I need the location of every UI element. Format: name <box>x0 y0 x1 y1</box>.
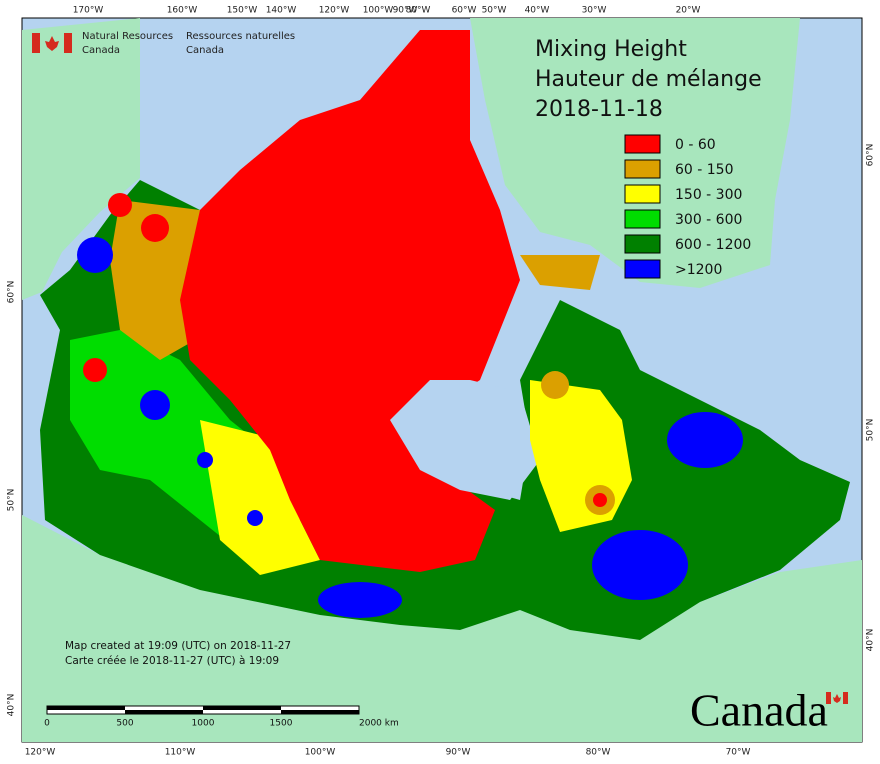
graticule-label: 50°W <box>482 6 507 16</box>
scale-bar <box>46 705 360 715</box>
graticule-label: 110°W <box>165 748 196 758</box>
legend-label: 60 - 150 <box>675 162 734 178</box>
graticule-label: 90°W <box>446 748 471 758</box>
graticule-label: 40°N <box>7 694 17 717</box>
graticule-label: 160°W <box>167 6 198 16</box>
scale-label: 1500 <box>270 719 293 729</box>
scale-label: 1000 <box>192 719 215 729</box>
basemap <box>22 18 862 742</box>
graticule-label: 40°W <box>525 6 550 16</box>
legend-label: 300 - 600 <box>675 212 742 228</box>
legend-swatch <box>624 159 661 179</box>
graticule-label: 40°N <box>866 629 876 652</box>
graticule-label: 100°W <box>363 6 394 16</box>
legend-label: 150 - 300 <box>675 187 742 203</box>
scale-label: 0 <box>44 719 50 729</box>
dept-en: Canada <box>82 45 120 56</box>
wordmark: Canada <box>690 685 828 736</box>
legend-swatch <box>624 184 661 204</box>
graticule-label: 60°N <box>7 281 17 304</box>
dept-en: Natural Resources <box>82 31 173 42</box>
wordmark-flag <box>826 692 848 704</box>
legend-swatch <box>624 234 661 254</box>
legend-swatch <box>624 259 661 279</box>
date: 2018-11-18 <box>535 97 663 122</box>
title: Mixing Height <box>535 37 687 62</box>
graticule-label: 80°W <box>406 6 431 16</box>
legend-swatch <box>624 209 661 229</box>
graticule-label: 150°W <box>227 6 258 16</box>
graticule-label: 70°W <box>726 748 751 758</box>
graticule-label: 80°W <box>586 748 611 758</box>
title: Hauteur de mélange <box>535 67 762 92</box>
scale-label: 2000 km <box>359 719 399 729</box>
graticule-label: 170°W <box>73 6 104 16</box>
graticule-label: 20°W <box>676 6 701 16</box>
graticule-label: 120°W <box>319 6 350 16</box>
graticule-label: 60°N <box>866 144 876 167</box>
graticule-label: 60°W <box>452 6 477 16</box>
scale-label: 500 <box>116 719 133 729</box>
graticule-label: 50°N <box>866 419 876 442</box>
note: Carte créée le 2018-11-27 (UTC) à 19:09 <box>65 655 279 667</box>
graticule-label: 90°W <box>393 6 418 16</box>
graticule-label: 120°W <box>25 748 56 758</box>
graticule-label: 140°W <box>266 6 297 16</box>
graticule-label: 50°N <box>7 489 17 512</box>
legend-swatch <box>624 134 661 154</box>
dept-fr: Ressources naturelles <box>186 31 295 42</box>
legend-label: 0 - 60 <box>675 137 716 153</box>
legend-label: 600 - 1200 <box>675 237 751 253</box>
graticule-label: 30°W <box>582 6 607 16</box>
note: Map created at 19:09 (UTC) on 2018-11-27 <box>65 640 291 652</box>
logo <box>32 33 72 53</box>
legend-label: >1200 <box>675 262 722 278</box>
graticule-label: 100°W <box>305 748 336 758</box>
dept-fr: Canada <box>186 45 224 56</box>
